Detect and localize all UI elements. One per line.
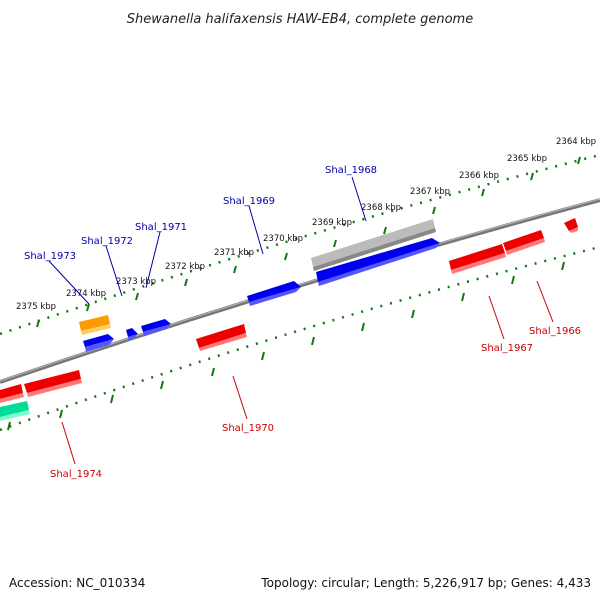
gene-red-left-edge[interactable]: [0, 384, 24, 403]
inner-major-ticks: [7, 261, 565, 431]
inner-scale-ruler: [0, 245, 600, 432]
scale-tick-labels: 2364 kbp 2365 kbp 2366 kbp 2367 kbp 2368…: [16, 137, 596, 312]
tick-label: 2366 kbp: [459, 171, 499, 181]
gene-shal-1967[interactable]: [449, 244, 506, 274]
gene-label-shal-1972[interactable]: Shal_1972: [81, 236, 133, 247]
gene-orange[interactable]: [79, 315, 111, 335]
tick-label: 2364 kbp: [556, 137, 596, 147]
gene-label-shal-1968[interactable]: Shal_1968: [325, 165, 377, 176]
label-leaders-forward: [48, 176, 367, 305]
genome-backbone-highlight: [0, 198, 600, 382]
tick-label: 2372 kbp: [165, 262, 205, 272]
gene-shal-1974[interactable]: [24, 370, 82, 397]
gene-shal-1969[interactable]: [247, 281, 301, 306]
tick-label: 2370 kbp: [263, 234, 303, 244]
tick-label: 2365 kbp: [507, 154, 547, 164]
gene-label-shal-1966[interactable]: Shal_1966: [529, 326, 581, 337]
forward-strand-genes: [79, 219, 440, 352]
tick-label: 2367 kbp: [410, 187, 450, 197]
gene-label-shal-1974[interactable]: Shal_1974: [50, 469, 102, 480]
footer-summary: Topology: circular; Length: 5,226,917 bp…: [260, 576, 591, 590]
tick-label: 2369 kbp: [312, 218, 352, 228]
gene-shal-1968[interactable]: [316, 238, 440, 286]
tick-label: 2368 kbp: [361, 203, 401, 213]
gene-label-shal-1970[interactable]: Shal_1970: [222, 423, 274, 434]
outer-scale-ruler: [0, 153, 600, 336]
footer-accession: Accession: NC_010334: [9, 576, 145, 590]
gene-shal-1966b[interactable]: [564, 218, 578, 233]
reverse-strand-genes: [0, 218, 578, 421]
tick-label: 2373 kbp: [116, 277, 156, 287]
inner-scale-dots: [0, 245, 600, 432]
genome-backbone: [0, 198, 600, 384]
gene-label-shal-1971[interactable]: Shal_1971: [135, 222, 187, 233]
tick-label: 2375 kbp: [16, 302, 56, 312]
gene-labels-reverse: Shal_1966 Shal_1967 Shal_1970 Shal_1974: [50, 326, 581, 480]
gene-label-shal-1969[interactable]: Shal_1969: [223, 196, 275, 207]
gene-labels-forward: Shal_1968 Shal_1969 Shal_1971 Shal_1972 …: [24, 165, 377, 262]
tick-label: 2374 kbp: [66, 289, 106, 299]
gene-shal-1972[interactable]: [126, 328, 138, 341]
label-leaders-reverse: [61, 280, 554, 465]
gene-label-shal-1967[interactable]: Shal_1967: [481, 343, 533, 354]
gene-shal-1973[interactable]: [83, 334, 114, 352]
gene-shal-1966[interactable]: [503, 230, 545, 255]
gene-grey[interactable]: [311, 219, 436, 271]
outer-major-ticks: [36, 156, 581, 328]
gene-shal-1970[interactable]: [196, 324, 247, 351]
map-title: Shewanella halifaxensis HAW-EB4, complet…: [127, 12, 473, 27]
gene-shal-1971[interactable]: [141, 319, 171, 336]
tick-label: 2371 kbp: [214, 248, 254, 258]
gene-teal[interactable]: [0, 401, 30, 421]
gene-label-shal-1973[interactable]: Shal_1973: [24, 251, 76, 262]
